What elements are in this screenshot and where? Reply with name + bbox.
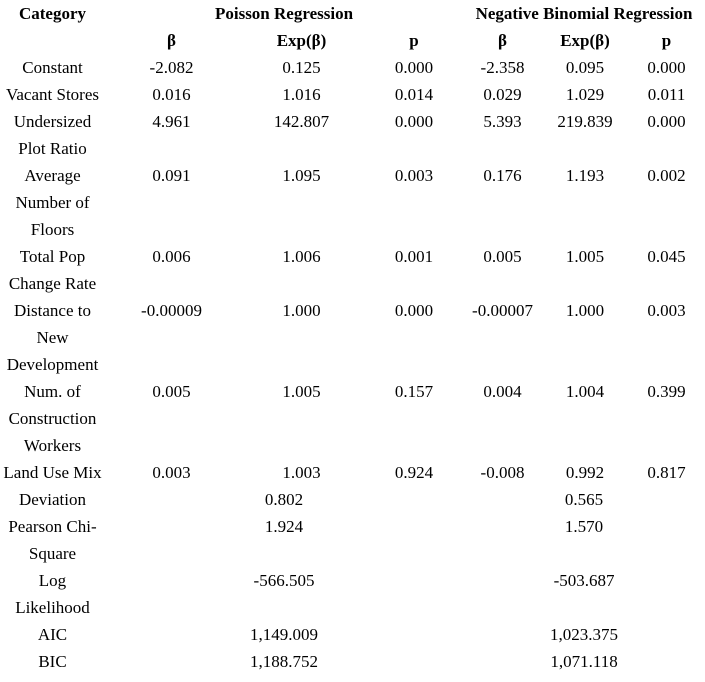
value-cell: 0.157: [394, 382, 434, 401]
poisson-group-header: Poisson Regression: [214, 4, 354, 23]
value-cell: 1.003: [282, 463, 321, 482]
summary-value-nb: -503.687: [553, 571, 615, 590]
summary-value-nb: 0.565: [564, 490, 604, 509]
summary-row: Pearson Chi- Square 1.924 1.570: [0, 513, 705, 567]
negative-binomial-group-header: Negative Binomial Regression: [475, 4, 693, 23]
value-cell: 0.029: [483, 85, 522, 104]
value-cell: 1.000: [282, 301, 321, 320]
value-cell: 0.016: [152, 85, 191, 104]
value-cell: 5.393: [483, 112, 522, 131]
value-cell: 0.002: [647, 166, 686, 185]
beta-header-nb: β: [498, 31, 507, 50]
category-cell: AIC: [37, 625, 68, 644]
value-cell: 0.091: [152, 166, 191, 185]
value-cell: -2.082: [149, 58, 194, 77]
category-cell: BIC: [38, 652, 67, 671]
exp-beta-header-nb: Exp(β): [560, 31, 610, 50]
value-cell: -0.008: [480, 463, 525, 482]
table-row: Num. of Construction Workers 0.005 1.005…: [0, 378, 705, 459]
category-cell: Total Pop Change Rate: [8, 247, 97, 293]
value-cell: 0.005: [483, 247, 522, 266]
category-cell: Constant: [22, 58, 83, 77]
value-cell: 0.399: [647, 382, 686, 401]
value-cell: 0.001: [394, 247, 434, 266]
empty-corner-cell: [0, 27, 105, 54]
value-cell: 0.006: [152, 247, 191, 266]
value-cell: 0.000: [394, 301, 434, 320]
category-cell: Num. of Construction Workers: [8, 382, 97, 455]
value-cell: 0.000: [394, 112, 434, 131]
value-cell: 0.014: [394, 85, 434, 104]
value-cell: 4.961: [152, 112, 191, 131]
table-row: Average Number of Floors 0.091 1.095 0.0…: [0, 162, 705, 243]
value-cell: 1.193: [565, 166, 605, 185]
category-cell: Distance to New Development: [6, 301, 99, 374]
value-cell: 0.011: [647, 85, 686, 104]
summary-row: AIC 1,149.009 1,023.375: [0, 621, 705, 648]
summary-value-nb: 1,071.118: [550, 652, 618, 671]
value-cell: -0.00009: [141, 301, 202, 320]
value-cell: 1.004: [565, 382, 605, 401]
value-cell: 1.029: [565, 85, 605, 104]
value-cell: 142.807: [273, 112, 330, 131]
value-cell: 0.095: [565, 58, 605, 77]
table-row: Constant -2.082 0.125 0.000 -2.358 0.095…: [0, 54, 705, 81]
value-cell: 0.817: [647, 463, 686, 482]
value-cell: 0.992: [565, 463, 605, 482]
value-cell: 1.000: [565, 301, 605, 320]
category-cell: Undersized Plot Ratio: [13, 112, 92, 158]
category-cell: Deviation: [18, 490, 87, 509]
summary-row: Deviation 0.802 0.565: [0, 486, 705, 513]
value-cell: 0.000: [647, 112, 686, 131]
summary-value-poisson: 0.802: [264, 490, 304, 509]
value-cell: 1.006: [282, 247, 321, 266]
value-cell: 1.095: [282, 166, 321, 185]
value-cell: 0.003: [647, 301, 686, 320]
value-cell: 0.924: [394, 463, 434, 482]
table-row: Undersized Plot Ratio 4.961 142.807 0.00…: [0, 108, 705, 162]
category-header: Category: [18, 4, 87, 23]
summary-value-poisson: 1.924: [264, 517, 304, 536]
p-header-poisson: p: [409, 31, 419, 50]
value-cell: 0.045: [647, 247, 686, 266]
value-cell: 0.125: [282, 58, 321, 77]
summary-value-poisson: -566.505: [253, 571, 315, 590]
value-cell: -2.358: [480, 58, 525, 77]
sub-header-row: β Exp(β) p β Exp(β) p: [0, 27, 705, 54]
category-cell: Log Likelihood: [15, 571, 90, 617]
table-row: Land Use Mix 0.003 1.003 0.924 -0.008 0.…: [0, 459, 705, 486]
value-cell: 0.000: [394, 58, 434, 77]
summary-value-nb: 1,023.375: [550, 625, 619, 644]
summary-value-nb: 1.570: [564, 517, 604, 536]
p-header-nb: p: [661, 31, 672, 50]
table-row: Vacant Stores 0.016 1.016 0.014 0.029 1.…: [0, 81, 705, 108]
value-cell: -0.00007: [472, 301, 533, 320]
value-cell: 1.016: [282, 85, 321, 104]
summary-value-poisson: 1,149.009: [250, 625, 318, 644]
table-row: Distance to New Development -0.00009 1.0…: [0, 297, 705, 378]
category-cell: Vacant Stores: [5, 85, 99, 104]
value-cell: 0.005: [152, 382, 191, 401]
group-header-row: Category Poisson Regression Negative Bin…: [0, 0, 705, 27]
value-cell: 1.005: [282, 382, 321, 401]
value-cell: 0.003: [152, 463, 191, 482]
category-cell: Average Number of Floors: [15, 166, 90, 239]
exp-beta-header-poisson: Exp(β): [276, 31, 327, 50]
value-cell: 0.176: [483, 166, 522, 185]
summary-row: BIC 1,188.752 1,071.118: [0, 648, 705, 675]
category-cell: Pearson Chi- Square: [8, 517, 97, 563]
value-cell: 0.003: [394, 166, 434, 185]
table-row: Total Pop Change Rate 0.006 1.006 0.001 …: [0, 243, 705, 297]
summary-row: Log Likelihood -566.505 -503.687: [0, 567, 705, 621]
value-cell: 0.004: [483, 382, 522, 401]
beta-header-poisson: β: [167, 31, 176, 50]
summary-value-poisson: 1,188.752: [250, 652, 318, 671]
value-cell: 219.839: [557, 112, 613, 131]
category-cell: Land Use Mix: [3, 463, 102, 482]
value-cell: 1.005: [565, 247, 605, 266]
value-cell: 0.000: [647, 58, 686, 77]
